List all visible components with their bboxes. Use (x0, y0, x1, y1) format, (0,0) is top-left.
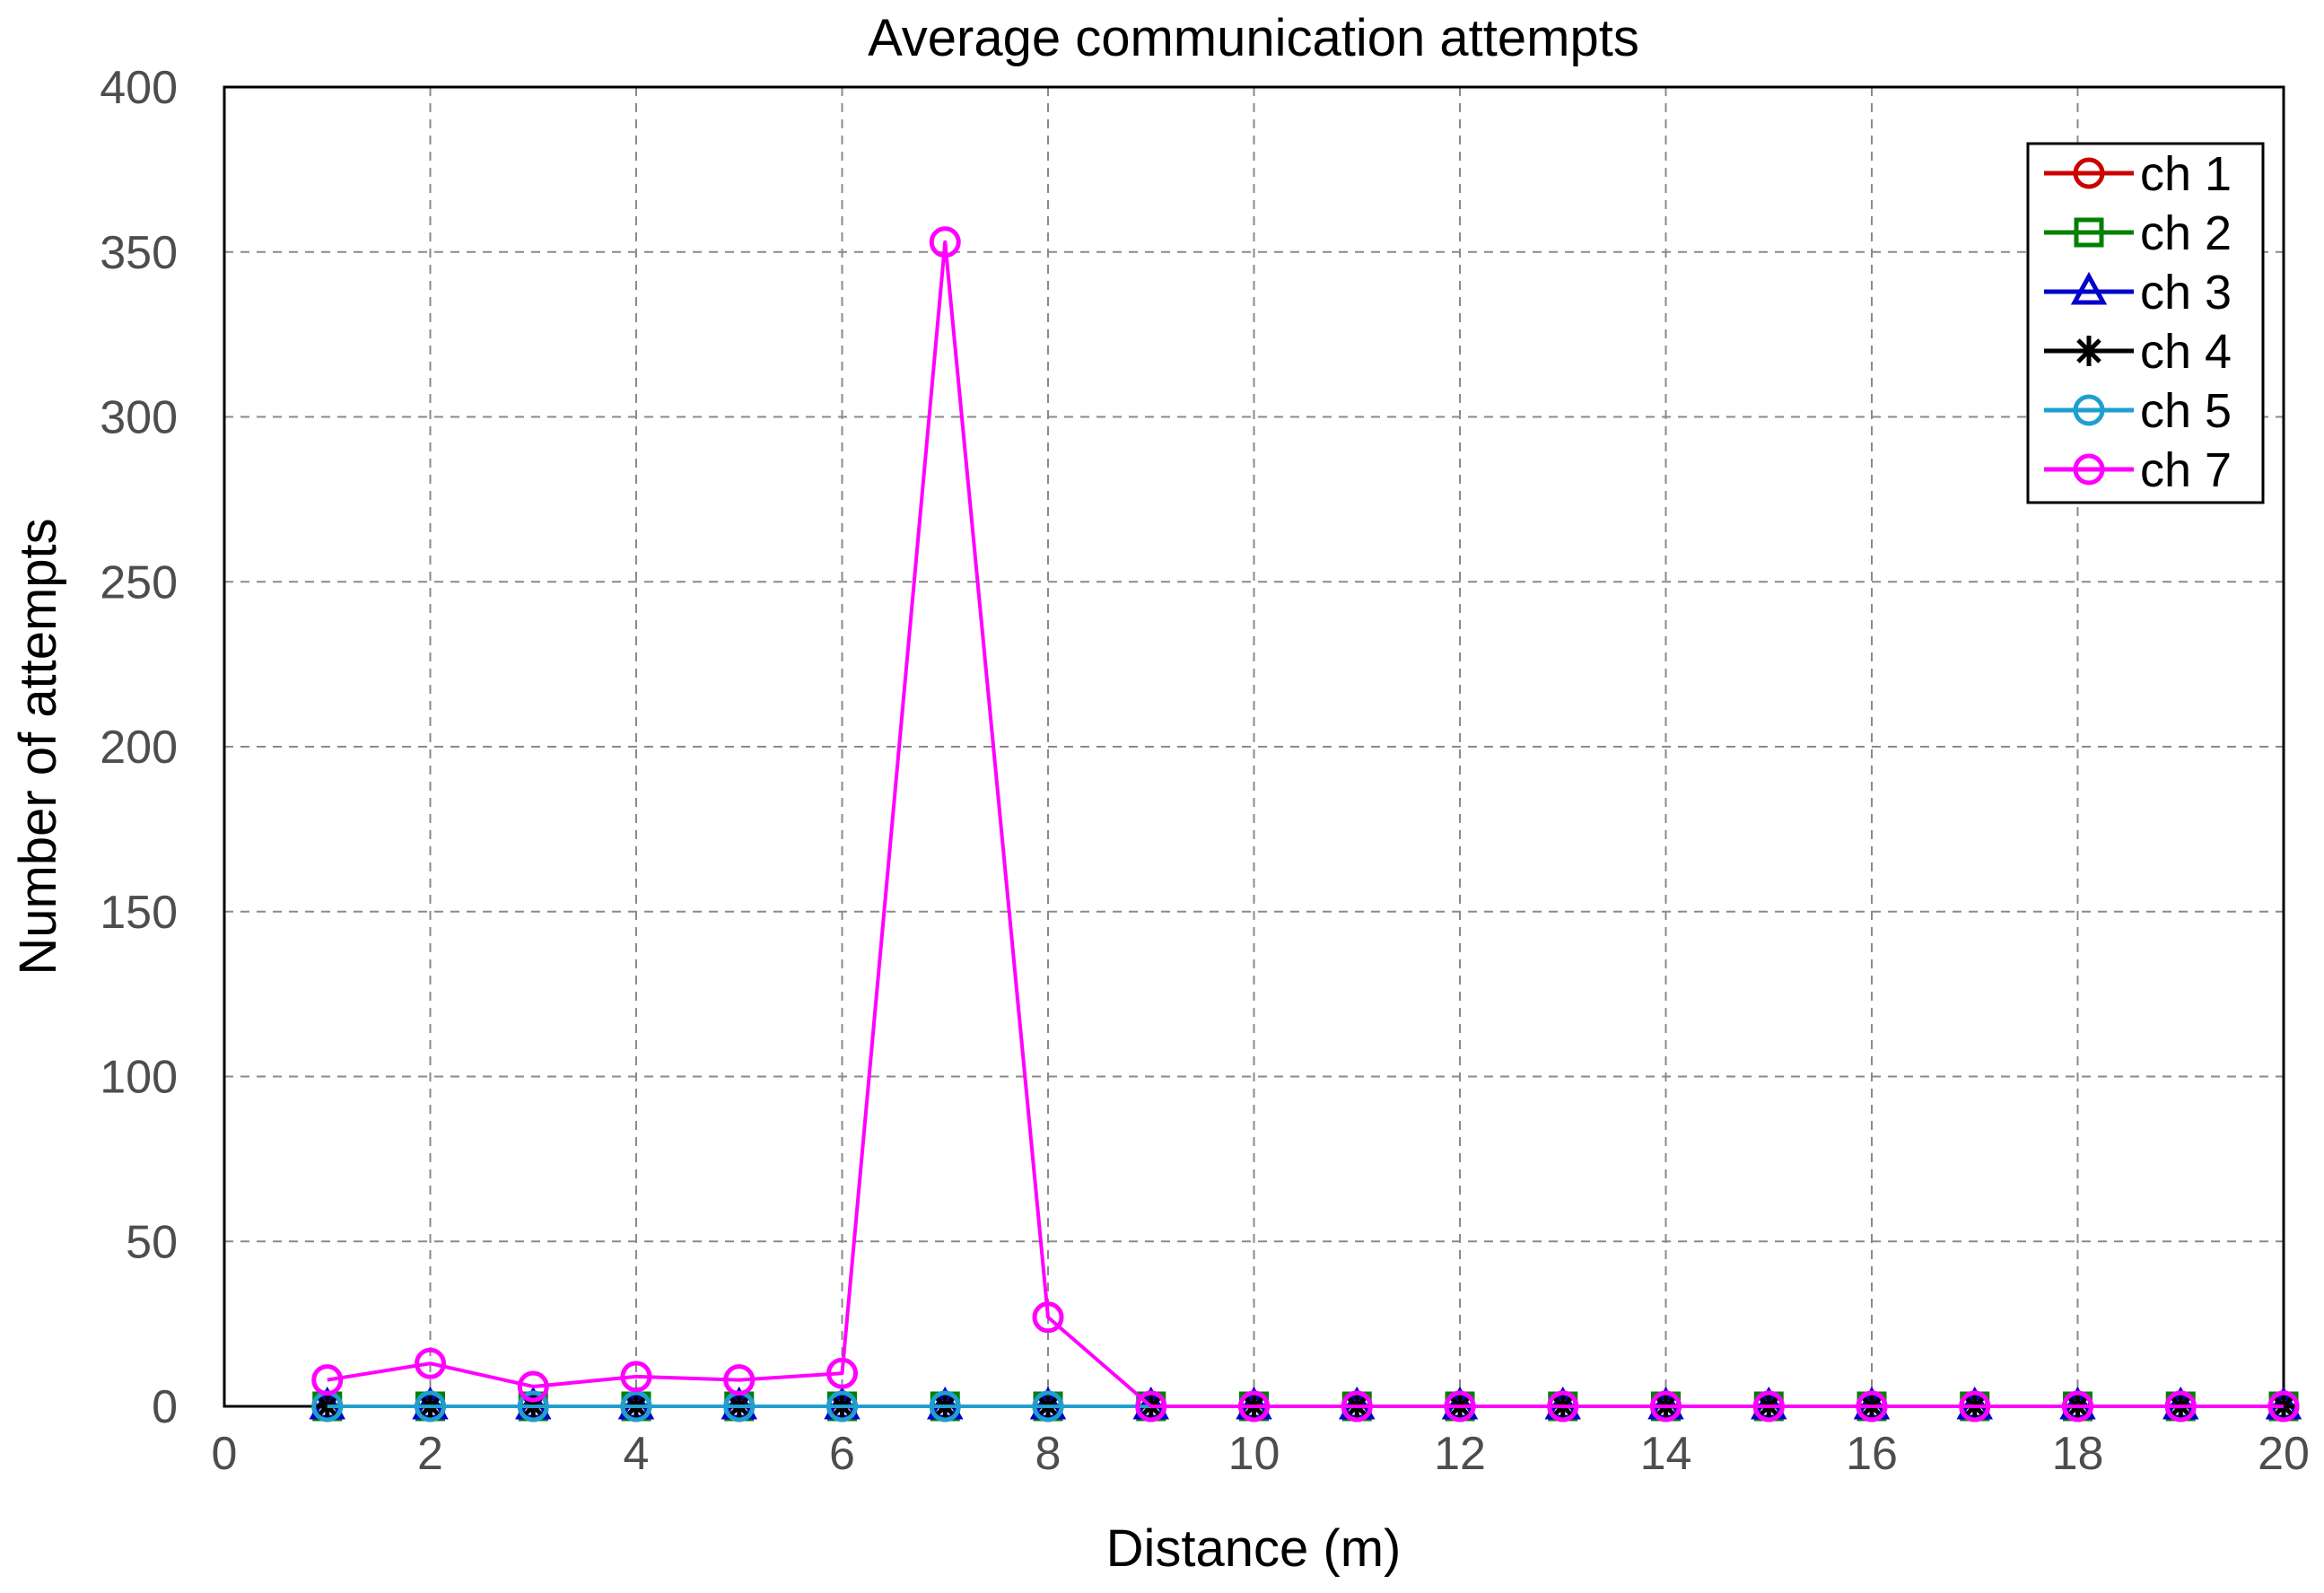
data-point-marker (1444, 1390, 1476, 1422)
data-point-marker (1032, 1390, 1064, 1422)
legend-box (2026, 142, 2265, 504)
legend-label: ch 1 (2140, 147, 2232, 201)
x-tick-label: 0 (212, 1428, 238, 1480)
data-point-marker (415, 1390, 446, 1422)
data-point-marker (517, 1390, 549, 1422)
y-tick-label: 250 (100, 556, 178, 608)
legend-label: ch 4 (2140, 325, 2232, 379)
data-point-marker (826, 1357, 858, 1389)
x-axis-label: Distance (m) (1106, 1519, 1402, 1578)
y-tick-label: 400 (100, 62, 178, 114)
series-ch-3 (309, 1386, 2302, 1420)
data-point-marker (1238, 1390, 1270, 1422)
data-point-marker (2062, 1390, 2093, 1422)
x-tick-label: 2 (417, 1428, 443, 1480)
legend: ch 1ch 2 ch 3 ch 4ch 5ch 7 (2026, 142, 2265, 504)
legend-swatch-marker (2073, 157, 2105, 189)
y-tick-label: 300 (100, 392, 178, 444)
x-tick-label: 6 (829, 1428, 855, 1480)
data-point-marker (311, 1364, 344, 1396)
asterisk-stroke (2076, 338, 2101, 363)
legend-swatch-marker (2070, 271, 2108, 305)
grid (224, 87, 2284, 1406)
y-tick-label: 100 (100, 1052, 178, 1104)
legend-entry: ch 1 (2044, 147, 2232, 201)
data-point-marker (415, 1347, 446, 1379)
data-point-marker (1032, 1301, 1064, 1334)
data-point-marker (1135, 1390, 1167, 1422)
data-point-marker (1341, 1390, 1373, 1422)
legend-entry: ch 3 (2044, 266, 2232, 319)
legend-label: ch 5 (2140, 384, 2232, 438)
y-tick-label: 200 (100, 722, 178, 774)
legend-entry: ch 7 (2044, 443, 2232, 497)
data-point-marker (826, 1390, 858, 1422)
series-ch-7 (311, 226, 2300, 1422)
x-tick-label: 8 (1035, 1428, 1062, 1480)
chart-title: Average communication attempts (868, 9, 1639, 67)
legend-label: ch 7 (2140, 443, 2232, 497)
data-point-marker (2164, 1390, 2197, 1422)
data-point-marker (620, 1361, 652, 1393)
data-point-marker (1959, 1390, 1991, 1422)
x-tick-label: 16 (1846, 1428, 1898, 1480)
data-point-marker (929, 226, 961, 258)
axis-ticks: 0 2 4 6 8 10 12 14 16 18 2005010015020025030035040… (100, 62, 2310, 1480)
x-tick-label: 20 (2258, 1428, 2310, 1480)
x-tick-label: 4 (624, 1428, 650, 1480)
legend-swatch-marker (2073, 453, 2105, 486)
series-line (327, 240, 2284, 1408)
legend-entry: ch 2 (2044, 206, 2232, 260)
y-tick-label: 0 (152, 1381, 178, 1433)
legend-entry: ch 5 (2044, 384, 2232, 438)
x-tick-label: 12 (1434, 1428, 1486, 1480)
data-point-marker (2267, 1390, 2300, 1422)
data-point-marker (1547, 1390, 1579, 1422)
legend-entry: ch 4 (2044, 325, 2232, 379)
data-point-marker (517, 1370, 549, 1403)
y-tick-label: 350 (100, 227, 178, 279)
data-point-marker (929, 1390, 961, 1422)
x-tick-label: 18 (2052, 1428, 2104, 1480)
legend-swatch-marker (2073, 394, 2105, 426)
x-tick-label: 10 (1228, 1428, 1280, 1480)
data-point-marker (723, 1364, 756, 1396)
legend-label: ch 3 (2140, 266, 2232, 319)
y-tick-label: 150 (100, 887, 178, 939)
data-point-marker (1752, 1390, 1785, 1422)
x-tick-label: 14 (1640, 1428, 1692, 1480)
data-point-marker (620, 1390, 652, 1422)
legend-label: ch 2 (2140, 206, 2232, 260)
series-group (309, 226, 2302, 1422)
legend-swatch-marker (2074, 217, 2104, 248)
data-point-marker (1856, 1390, 1888, 1422)
y-tick-label: 50 (126, 1216, 178, 1268)
y-axis-label: Number of attempts (9, 518, 67, 975)
data-point-marker (1650, 1390, 1682, 1422)
legend-swatch-marker (2074, 336, 2104, 366)
